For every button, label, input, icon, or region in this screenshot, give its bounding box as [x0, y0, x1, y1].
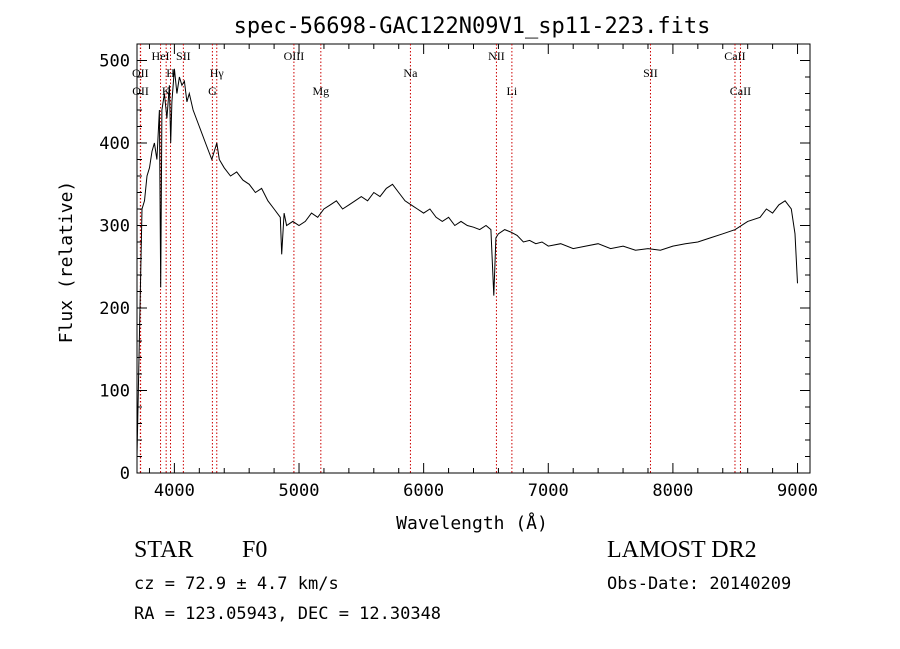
line-marker-label: SII	[643, 66, 658, 80]
y-tick-label: 500	[99, 52, 130, 72]
object-class: F0	[242, 537, 268, 563]
axes: 4000 5000 6000 7000 8000 9000 0 100 200 300 400 500	[99, 44, 818, 501]
x-tick-label: 8000	[652, 481, 693, 501]
line-marker-label: OIII	[284, 49, 305, 63]
line-marker-label: CaII	[724, 49, 745, 63]
line-marker-label: CaII	[730, 84, 751, 98]
observation-date: Obs-Date: 20140209	[607, 574, 792, 594]
line-marker-label: Li	[507, 84, 518, 98]
line-marker-label: Hγ	[210, 66, 225, 80]
line-marker-label: K	[162, 84, 171, 98]
x-tick-label: 4000	[154, 481, 195, 501]
line-marker-label: H	[166, 66, 175, 80]
y-tick-label: 200	[99, 299, 130, 319]
redshift-cz: cz = 72.9 ± 4.7 km/s	[134, 574, 339, 594]
line-marker-label: Na	[403, 66, 418, 80]
y-tick-label: 400	[99, 134, 130, 154]
y-axis-label: Flux (relative)	[56, 181, 77, 344]
x-tick-label: 5000	[279, 481, 320, 501]
object-type: STAR	[134, 537, 194, 563]
line-marker-label: Mg	[312, 84, 329, 98]
ra-dec-coordinates: RA = 123.05943, DEC = 12.30348	[134, 604, 442, 624]
spectral-line-markers: OIIOIIHeIKHSIIHγGOIIIMgNaNIILiSIICaIICaI…	[132, 44, 751, 473]
chart-title: spec-56698-GAC122N09V1_sp11-223.fits	[234, 14, 711, 39]
line-marker-label: SII	[176, 49, 191, 63]
line-marker-label: G	[208, 84, 217, 98]
y-tick-label: 100	[99, 382, 130, 402]
x-axis-label: Wavelength (Å)	[396, 512, 548, 534]
line-marker-label: OII	[132, 84, 149, 98]
line-marker-label: NII	[488, 49, 505, 63]
line-marker-label: HeI	[152, 49, 170, 63]
y-tick-label: 300	[99, 217, 130, 237]
spectrum-line	[136, 68, 798, 457]
x-tick-label: 7000	[528, 481, 569, 501]
x-tick-label: 6000	[403, 481, 444, 501]
plot-frame	[136, 43, 811, 474]
survey-name: LAMOST DR2	[607, 537, 757, 563]
x-tick-label: 9000	[777, 481, 818, 501]
y-tick-label: 0	[120, 464, 130, 484]
